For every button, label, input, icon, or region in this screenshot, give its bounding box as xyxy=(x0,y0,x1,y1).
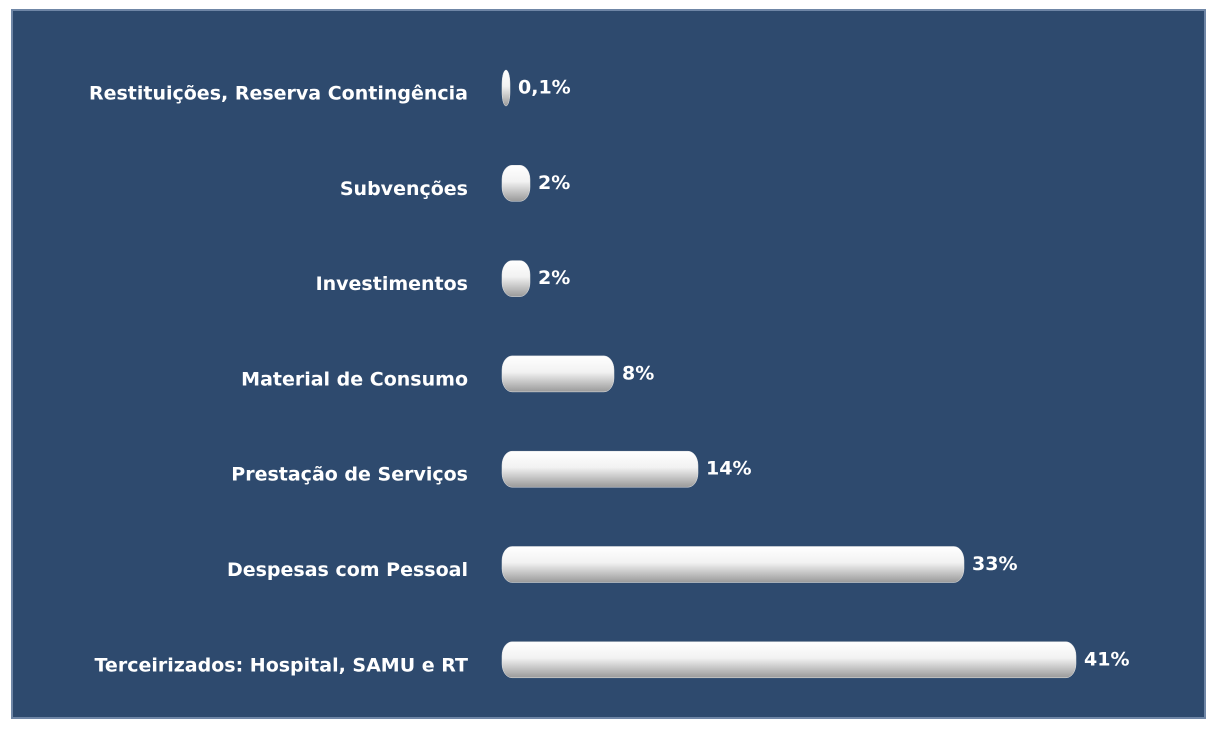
bar xyxy=(501,260,531,297)
value-label: 41% xyxy=(1084,648,1129,670)
category-label: Subvenções xyxy=(340,178,468,200)
bar xyxy=(501,546,965,583)
bar xyxy=(501,641,1077,679)
value-label: 0,1% xyxy=(518,77,571,99)
value-label: 33% xyxy=(972,553,1017,575)
bar xyxy=(501,69,511,107)
value-label: 8% xyxy=(622,362,654,384)
bar xyxy=(501,355,615,393)
category-label: Despesas com Pessoal xyxy=(227,559,468,581)
value-label: 2% xyxy=(538,172,570,194)
category-label: Investimentos xyxy=(316,273,468,295)
category-label: Restituições, Reserva Contingência xyxy=(89,83,468,105)
category-label: Material de Consumo xyxy=(241,368,468,390)
category-label: Prestação de Serviços xyxy=(231,464,468,486)
bar xyxy=(501,165,531,202)
bar xyxy=(501,450,699,488)
category-label: Terceirizados: Hospital, SAMU e RT xyxy=(95,654,469,676)
value-label: 14% xyxy=(706,458,751,480)
value-label: 2% xyxy=(538,267,570,289)
